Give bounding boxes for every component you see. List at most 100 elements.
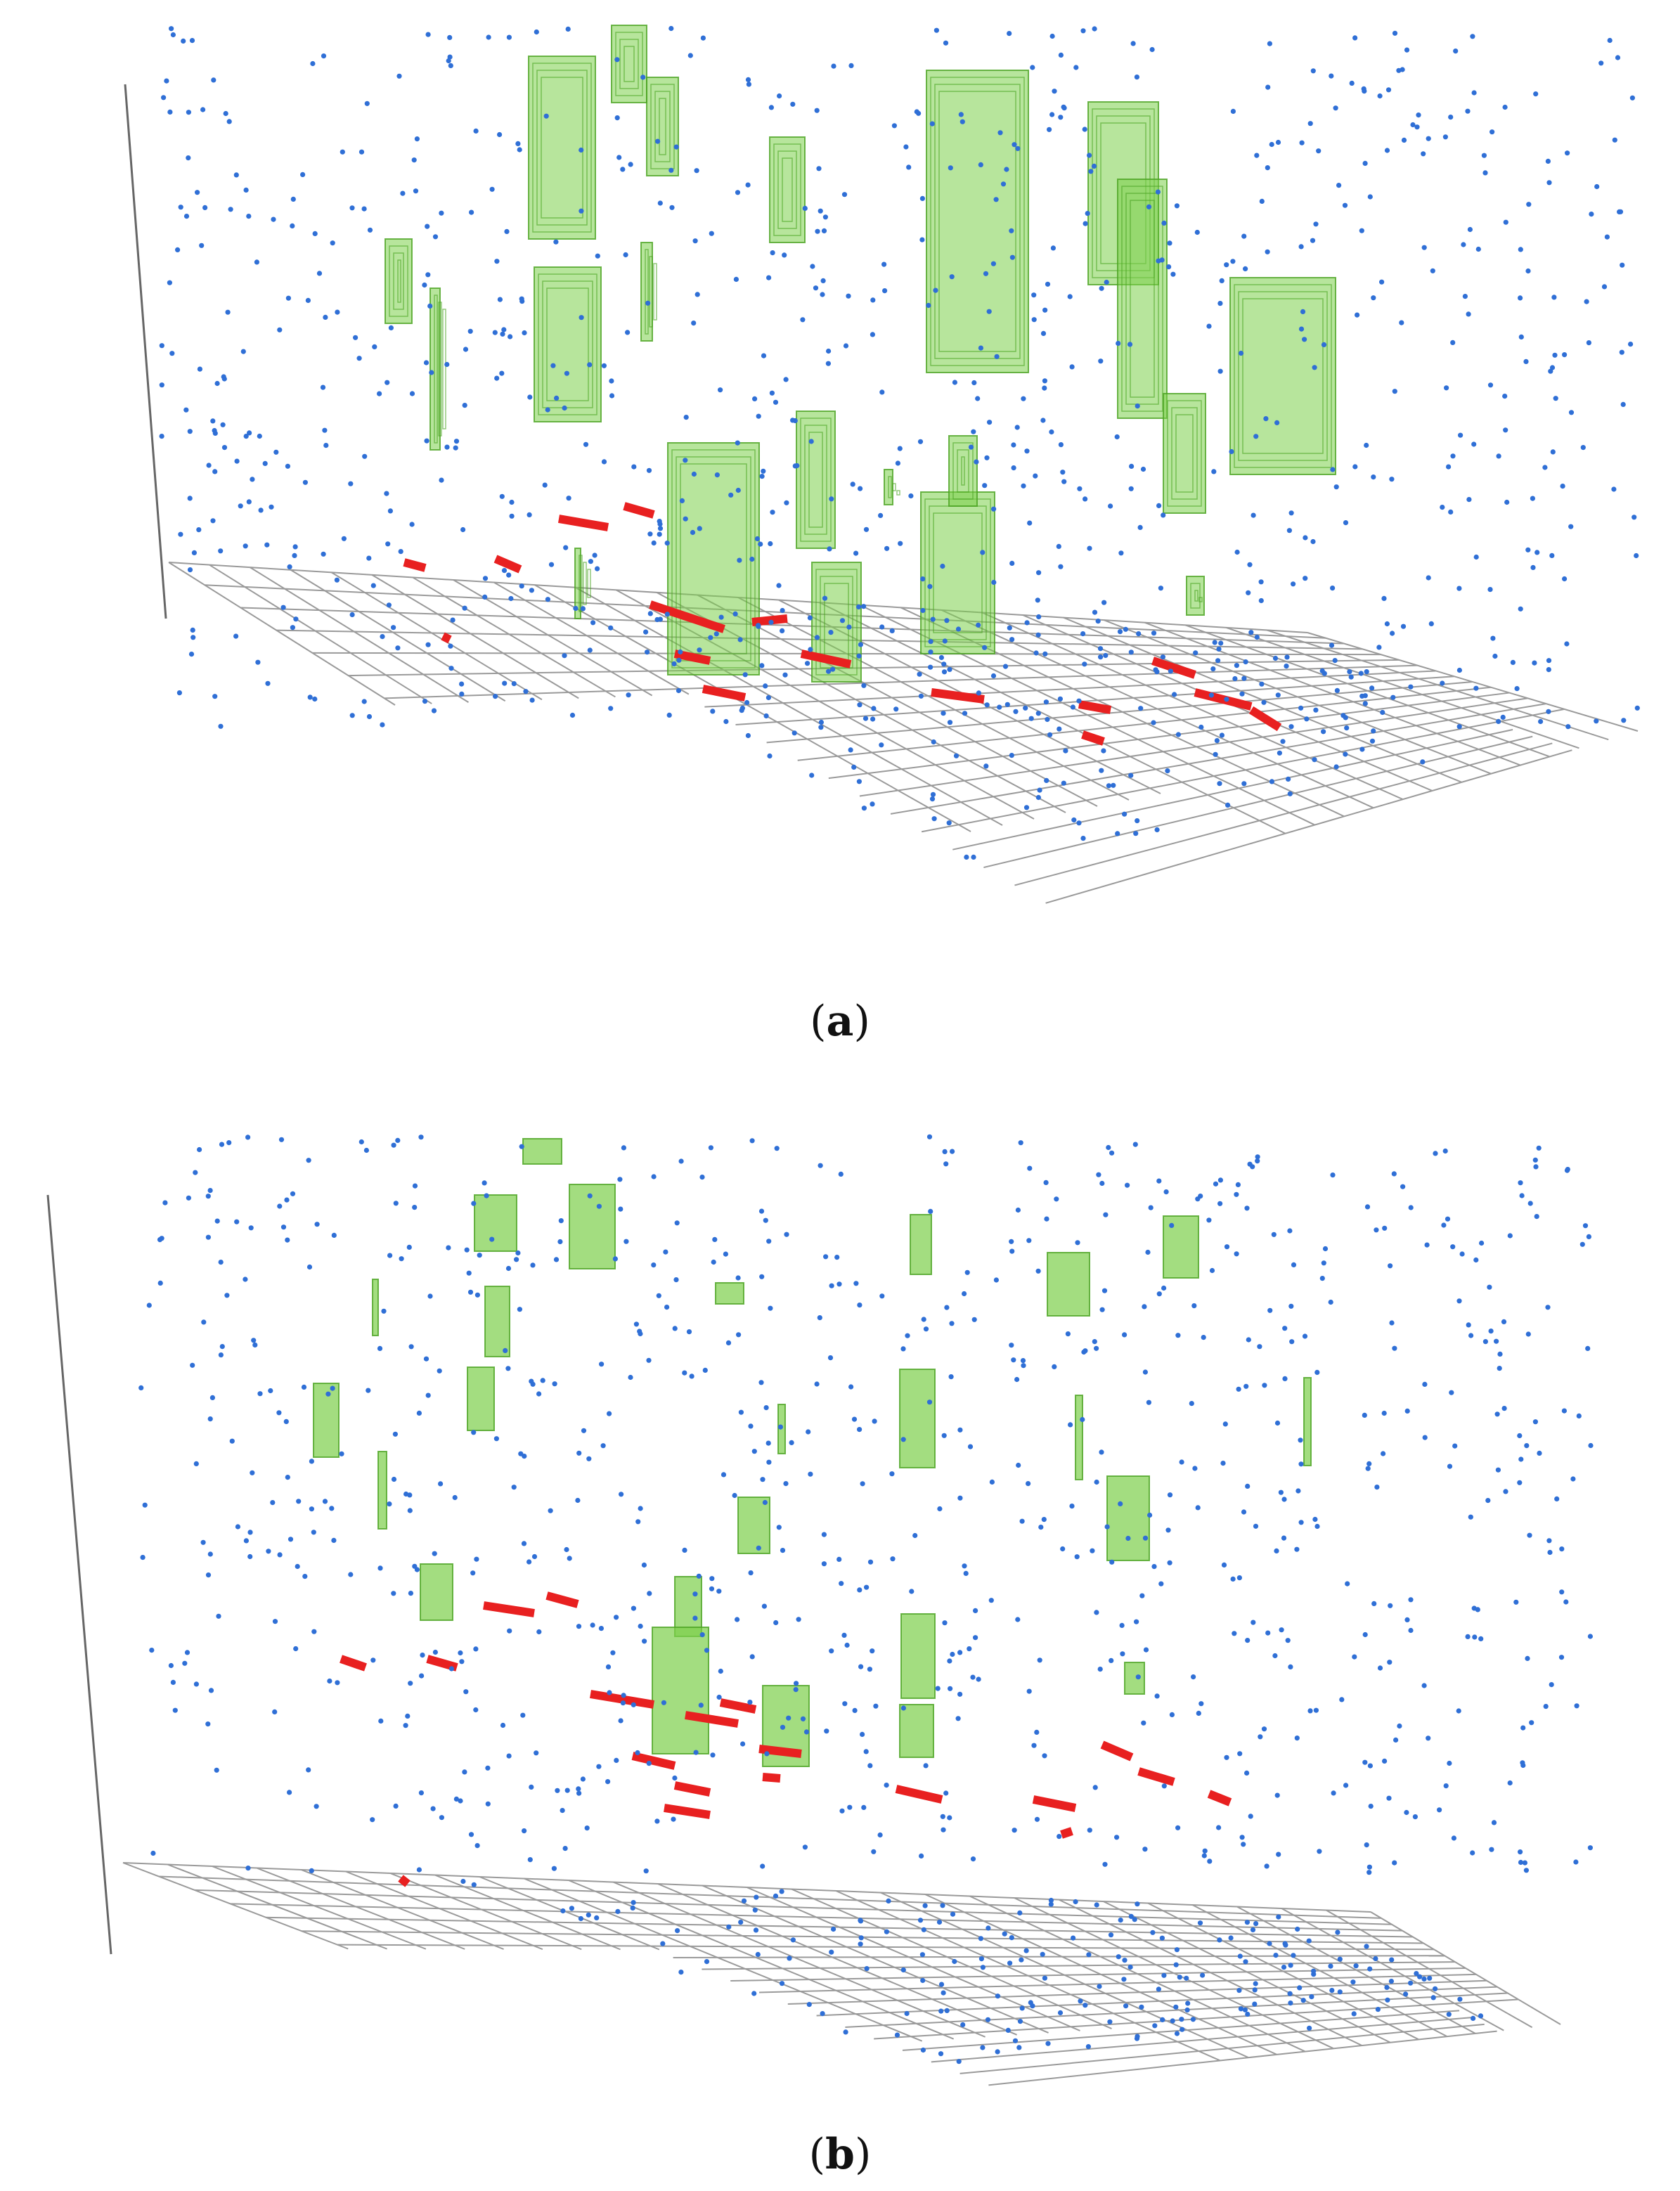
blue-dot-icon (1282, 1326, 1288, 1331)
blue-dot-icon (935, 1686, 941, 1691)
blue-dot-icon (205, 1572, 212, 1578)
red-bar-icon (1032, 1795, 1077, 1812)
green-prism-icon (1163, 393, 1206, 514)
blue-dot-icon (1371, 728, 1376, 734)
blue-dot-icon (159, 343, 164, 349)
blue-dot-icon (287, 1537, 294, 1542)
blue-dot-icon (664, 612, 670, 617)
blue-dot-icon (1543, 1704, 1549, 1710)
blue-dot-icon (1229, 448, 1234, 455)
blue-dot-icon (1412, 1814, 1418, 1820)
green-prism-layer (434, 295, 438, 444)
blue-dot-icon (884, 545, 890, 551)
blue-dot-icon (1161, 220, 1167, 226)
blue-dot-icon (1109, 1150, 1115, 1156)
blue-dot-icon (1291, 1262, 1297, 1267)
blue-dot-icon (470, 1570, 476, 1576)
red-bar-icon (1194, 688, 1253, 711)
blue-dot-icon (1620, 262, 1625, 268)
blue-dot-icon (694, 168, 699, 174)
blue-dot-icon (754, 536, 761, 542)
blue-dot-icon (1452, 1443, 1458, 1449)
green-prism-layer (615, 32, 643, 96)
blue-dot-icon (1251, 1620, 1256, 1625)
blue-dot-icon (759, 663, 765, 668)
blue-dot-icon (250, 1470, 255, 1475)
blue-dot-icon (300, 172, 306, 177)
blue-dot-icon (265, 680, 271, 686)
blue-dot-icon (758, 1208, 765, 1214)
red-bar-icon (702, 685, 747, 702)
blue-dot-icon (748, 1423, 754, 1429)
blue-dot-icon (178, 531, 183, 537)
blue-dot-icon (500, 331, 505, 337)
blue-dot-icon (190, 1362, 195, 1368)
caption-a-close: ) (853, 997, 870, 1046)
blue-dot-icon (1123, 626, 1128, 632)
blue-dot-icon (1242, 2007, 1248, 2012)
blue-dot-icon (1503, 219, 1508, 225)
green-prism-layer (773, 143, 801, 236)
blue-dot-icon (735, 190, 741, 195)
blue-dot-icon (767, 753, 773, 759)
blue-dot-icon (1440, 680, 1445, 686)
blue-dot-icon (1132, 1142, 1138, 1147)
blue-dot-icon (386, 602, 392, 608)
blue-dot-icon (412, 1205, 418, 1210)
blue-dot-icon (1450, 340, 1456, 345)
blue-dot-icon (800, 317, 806, 323)
blue-dot-icon (1149, 46, 1155, 53)
blue-dot-icon (608, 706, 614, 711)
blue-dot-icon (676, 687, 682, 694)
blue-dot-icon (193, 1461, 199, 1466)
blue-dot-icon (878, 512, 884, 519)
blue-dot-icon (766, 1239, 772, 1244)
blue-dot-icon (813, 285, 819, 291)
blue-dot-icon (1570, 1476, 1576, 1482)
blue-dot-icon (1101, 1288, 1108, 1293)
green-prism-icon (569, 1184, 616, 1269)
blue-dot-icon (704, 1959, 710, 1965)
blue-dot-icon (482, 576, 489, 581)
green-prism-layer (957, 449, 969, 493)
green-prism-icon (372, 1279, 379, 1336)
blue-dot-icon (1210, 666, 1216, 672)
blue-dot-icon (1108, 503, 1113, 509)
blue-dot-icon (1009, 1239, 1014, 1244)
blue-dot-icon (761, 353, 767, 358)
blue-dot-icon (893, 706, 899, 712)
blue-dot-icon (964, 854, 969, 860)
blue-dot-icon (748, 1570, 754, 1576)
blue-dot-icon (768, 619, 774, 625)
blue-dot-icon (1478, 1636, 1484, 1641)
blue-dot-icon (618, 1206, 623, 1212)
blue-dot-icon (138, 1385, 144, 1390)
blue-dot-icon (985, 2017, 991, 2022)
blue-dot-icon (928, 649, 933, 655)
blue-dot-icon (1545, 158, 1551, 164)
blue-dot-icon (467, 328, 473, 334)
blue-dot-icon (1349, 80, 1355, 86)
blue-dot-icon (976, 622, 981, 628)
blue-dot-icon (502, 680, 508, 686)
blue-dot-icon (609, 378, 614, 384)
blue-dot-icon (431, 708, 437, 713)
blue-dot-icon (941, 1990, 946, 1996)
blue-dot-icon (1313, 707, 1319, 713)
blue-dot-icon (387, 508, 394, 514)
blue-dot-icon (923, 1326, 929, 1332)
blue-dot-icon (1244, 1206, 1250, 1211)
green-prism-layer (804, 425, 827, 535)
blue-dot-icon (735, 487, 741, 493)
blue-dot-icon (782, 252, 787, 258)
blue-dot-icon (768, 541, 773, 547)
blue-dot-icon (1288, 1963, 1293, 1968)
blue-dot-icon (1122, 1958, 1127, 1963)
blue-dot-icon (1258, 579, 1264, 585)
blue-dot-icon (1219, 732, 1225, 738)
blue-dot-icon (1442, 1148, 1448, 1154)
blue-dot-icon (744, 699, 750, 706)
blue-dot-icon (938, 654, 944, 661)
blue-dot-icon (1392, 30, 1398, 36)
blue-dot-icon (1127, 1964, 1133, 1970)
